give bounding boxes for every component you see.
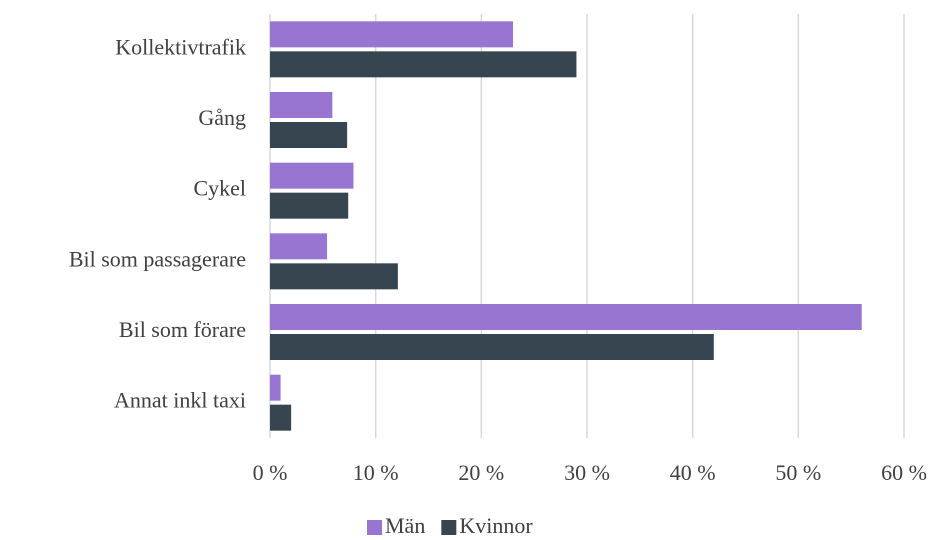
y-tick-label: Annat inkl taxi — [114, 388, 246, 413]
x-tick-label: 10 % — [353, 460, 399, 485]
bar — [270, 192, 349, 219]
bar — [270, 404, 292, 431]
x-tick-label: 30 % — [564, 460, 610, 485]
legend-swatch — [367, 520, 382, 535]
x-tick-label: 60 % — [881, 460, 927, 485]
legend-label: Kvinnor — [459, 513, 533, 538]
bar — [270, 21, 514, 48]
bar — [270, 263, 398, 290]
bar — [270, 51, 577, 78]
x-tick-label: 40 % — [670, 460, 716, 485]
bar — [270, 334, 714, 360]
bar — [270, 233, 328, 260]
y-tick-label: Bil som förare — [119, 317, 246, 342]
x-tick-label: 50 % — [775, 460, 821, 485]
y-tick-label: Gång — [198, 105, 246, 130]
bar — [270, 304, 862, 330]
x-tick-label: 20 % — [458, 460, 504, 485]
bar — [270, 122, 348, 148]
bar — [270, 374, 281, 401]
bar — [270, 92, 333, 118]
x-tick-label: 0 % — [253, 460, 288, 485]
y-tick-label: Kollektivtrafik — [115, 34, 246, 59]
y-tick-label: Cykel — [193, 176, 246, 201]
legend-label: Män — [385, 513, 425, 538]
bar — [270, 162, 354, 189]
y-tick-label: Bil som passagerare — [69, 246, 246, 271]
legend-swatch — [441, 520, 457, 535]
